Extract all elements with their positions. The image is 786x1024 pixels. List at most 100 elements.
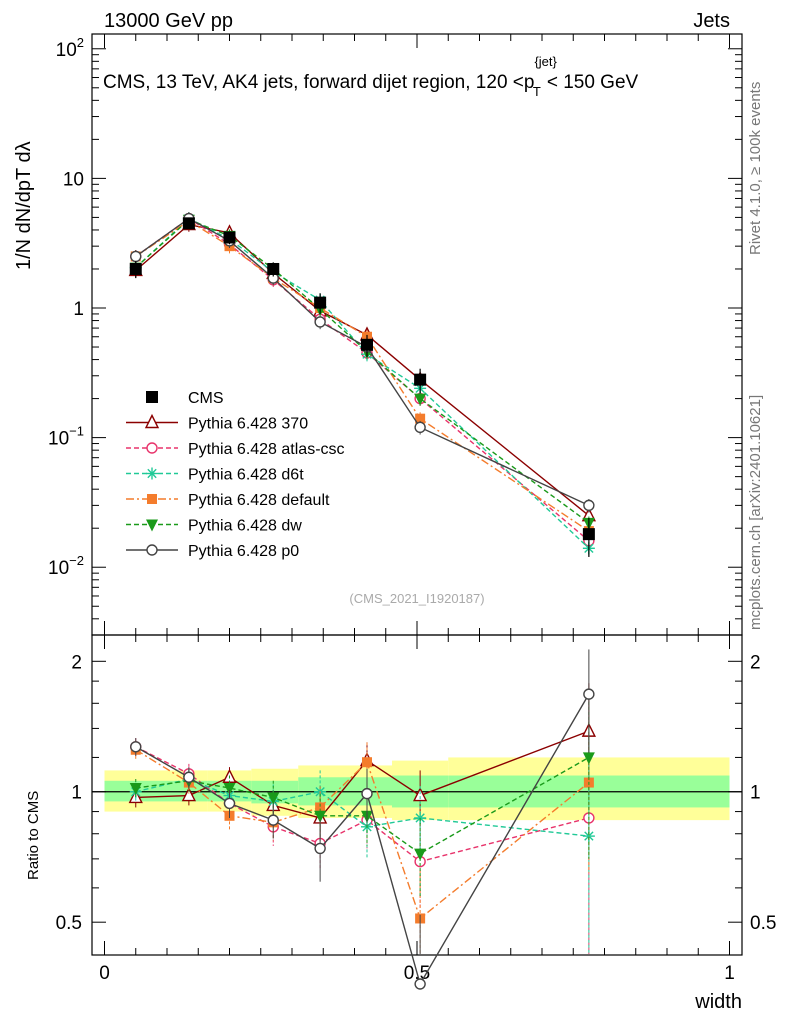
upper-y-axis-label: 1/N dN/dpT dλ <box>13 141 35 270</box>
marker-square-black <box>582 528 595 541</box>
main-title: CMS, 13 TeV, AK4 jets, forward dijet reg… <box>103 54 639 99</box>
marker-square <box>315 802 326 813</box>
marker-circle <box>414 978 426 990</box>
marker-triangle <box>144 413 160 429</box>
marker-square-black <box>414 373 427 386</box>
legend-item-3: Pythia 6.428 default <box>126 492 330 509</box>
x-tick-label: 1 <box>724 963 735 984</box>
header-left-text: 13000 GeV pp <box>104 10 233 32</box>
marker-circle <box>130 741 142 753</box>
marker-square-black <box>314 296 327 309</box>
main-title-sup: {jet} <box>534 54 557 69</box>
upper-series-3 <box>130 214 594 539</box>
legend: CMS Pythia 6.428 370 Pythia 6.428 atlas-cs… <box>126 390 345 560</box>
marker-circle <box>314 316 326 328</box>
marker-asterisk-stroke <box>584 831 594 841</box>
upper-y-tick-label: 10 <box>63 169 84 190</box>
marker-asterisk <box>582 830 595 843</box>
marker-triangle-down <box>414 393 427 406</box>
legend-label: Pythia 6.428 d6t <box>188 467 304 484</box>
upper-y-tick-label: 1 <box>73 299 84 320</box>
marker-asterisk <box>146 467 158 480</box>
marker-triangle <box>181 786 197 802</box>
main-title-end: < 150 GeV <box>547 72 639 93</box>
marker-circle <box>267 814 279 826</box>
ratio-series-line <box>135 693 590 986</box>
marker-circle <box>583 688 595 700</box>
marker-square-black <box>182 217 195 230</box>
marker-circle <box>361 787 373 800</box>
legend-label: Pythia 6.428 dw <box>188 518 302 535</box>
main-title-sub: T <box>533 84 541 99</box>
marker-triangle-down <box>146 519 158 532</box>
main-title-text: CMS, 13 TeV, AK4 jets, forward dijet reg… <box>103 72 534 93</box>
marker-square-black <box>361 338 373 351</box>
marker-circle <box>146 442 158 454</box>
upper-y-axis-label-text: 1/N dN/dpT dλ <box>13 141 35 270</box>
upper-y-tick-exponent: 2 <box>77 35 84 50</box>
upper-y-tick-base: 10 <box>48 429 69 450</box>
upper-y-tick-base: 10 <box>48 558 69 579</box>
x-tick-label: 0 <box>99 963 110 984</box>
marker-triangle-down <box>314 810 327 823</box>
x-axis-label: width <box>694 991 742 1013</box>
marker-triangle-down <box>223 783 236 796</box>
analysis-id: (CMS_2021_I1920187) <box>349 591 484 606</box>
lower-y-tick-label: 2 <box>71 652 82 673</box>
upper-series-line <box>135 223 590 517</box>
ratio-series-line <box>135 746 590 863</box>
marker-square-black <box>129 262 142 275</box>
marker-triangle-down <box>129 783 142 796</box>
upper-y-tick-label: 10−2 <box>48 553 84 579</box>
lower-y-tick-label: 0.5 <box>56 913 82 934</box>
marker-triangle-down <box>414 848 427 861</box>
upper-series-line <box>135 218 590 524</box>
marker-circle <box>146 544 158 556</box>
rivet-side-text: Rivet 4.1.0, ≥ 100k events <box>747 82 764 255</box>
legend-item-0: Pythia 6.428 370 <box>126 413 308 433</box>
marker-circle <box>314 842 326 855</box>
lower-y-tick-label-right: 2 <box>750 652 761 673</box>
legend-item-5: Pythia 6.428 p0 <box>126 543 299 560</box>
marker-circle <box>183 771 195 783</box>
marker-asterisk-stroke <box>147 468 157 479</box>
marker-triangle <box>412 786 428 802</box>
lower-y-axis-label: Ratio to CMS <box>25 791 42 880</box>
upper-y-tick-label: 10−1 <box>48 424 84 450</box>
legend-label: Pythia 6.428 atlas-csc <box>188 441 345 458</box>
ratio-series-line <box>135 749 590 920</box>
upper-y-tick-base: 10 <box>56 40 77 61</box>
marker-square-black <box>146 391 158 403</box>
mcplots-side-text: mcplots.cern.ch [arXiv:2401.10621] <box>747 395 764 630</box>
upper-series <box>128 212 597 557</box>
marker-square-black <box>267 262 280 275</box>
marker-circle <box>414 421 426 434</box>
lower-y-tick-label: 1 <box>71 783 82 804</box>
marker-triangle-down <box>582 752 595 765</box>
legend-label: Pythia 6.428 default <box>188 492 330 509</box>
marker-circle <box>223 797 236 810</box>
ratio-series-3 <box>130 721 594 955</box>
marker-square-black <box>223 231 236 244</box>
legend-item-2: Pythia 6.428 d6t <box>126 467 304 484</box>
legend-label: Pythia 6.428 p0 <box>188 543 299 560</box>
upper-y-tick-exponent: −2 <box>69 553 84 568</box>
upper-series-line <box>135 217 590 507</box>
lower-y-tick-label-right: 1 <box>750 783 761 804</box>
cms-data <box>129 217 595 557</box>
lower-y-tick-label-right: 0.5 <box>750 913 776 934</box>
marker-circle <box>130 250 142 263</box>
ratio-series-5 <box>130 649 595 990</box>
upper-y-tick-exponent: −1 <box>69 424 84 439</box>
legend-label: CMS <box>188 390 224 407</box>
marker-square <box>147 494 157 504</box>
legend-label: Pythia 6.428 370 <box>188 416 308 433</box>
ratio-series-line <box>135 730 590 819</box>
upper-y-tick-label: 102 <box>56 35 84 61</box>
ratio-series <box>128 649 597 990</box>
marker-square <box>362 757 372 768</box>
upper-series-line <box>135 220 590 532</box>
header-right-text: Jets <box>693 10 730 32</box>
legend-item-cms: CMS <box>146 390 224 407</box>
legend-item-1: Pythia 6.428 atlas-csc <box>126 441 345 458</box>
